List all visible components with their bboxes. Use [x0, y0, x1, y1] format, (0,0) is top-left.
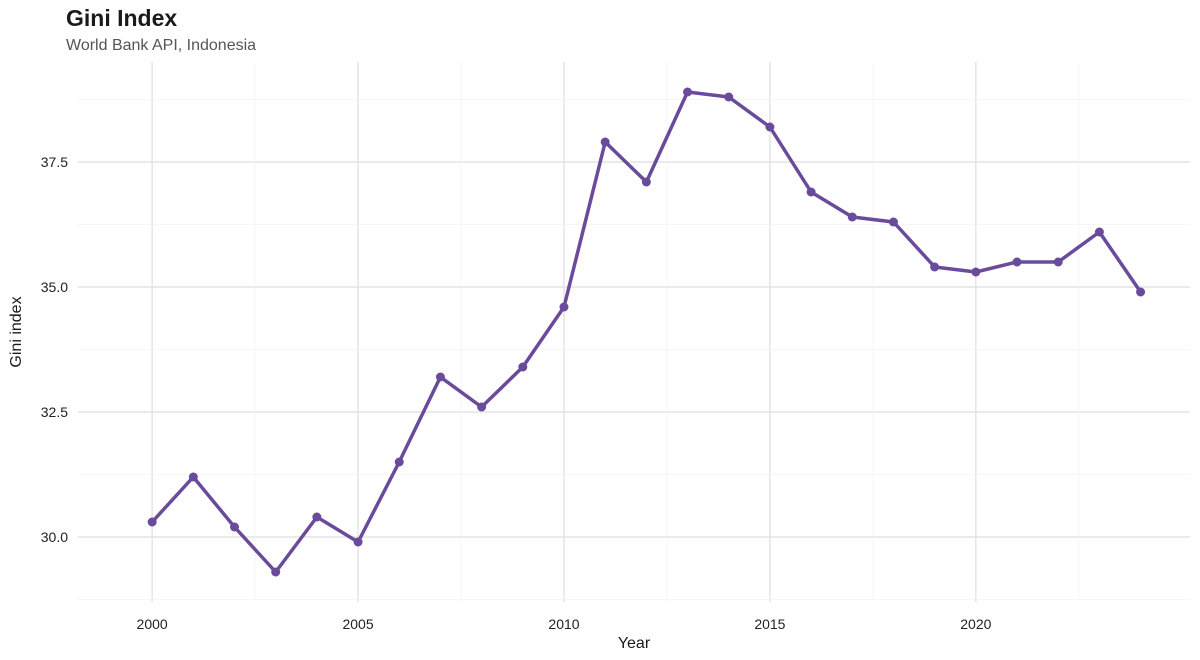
y-tick-label: 37.5 [41, 154, 68, 170]
y-tick-label: 32.5 [41, 404, 68, 420]
data-point [353, 537, 363, 547]
data-point [600, 137, 610, 147]
y-axis-title: Gini index [8, 296, 25, 367]
grid-major [78, 62, 1190, 602]
x-axis-title: Year [618, 635, 651, 652]
data-point [641, 177, 651, 187]
data-point [188, 472, 198, 482]
data-point [888, 217, 898, 227]
y-tick-labels: 30.0 32.5 35.0 37.5 [41, 154, 68, 545]
x-tick-label: 2020 [960, 616, 991, 632]
data-point [1012, 257, 1022, 267]
data-point [312, 512, 322, 522]
grid-minor [78, 62, 1190, 602]
chart-subtitle: World Bank API, Indonesia [66, 37, 257, 54]
data-point [147, 517, 157, 527]
x-tick-label: 2005 [342, 616, 373, 632]
chart-title: Gini Index [66, 5, 178, 31]
x-tick-label: 2010 [548, 616, 579, 632]
y-tick-label: 30.0 [41, 529, 68, 545]
data-point [518, 362, 528, 372]
x-tick-label: 2000 [137, 616, 168, 632]
data-point [1094, 227, 1104, 237]
data-point [765, 122, 775, 132]
x-tick-labels: 2000 2005 2010 2015 2020 [137, 616, 992, 632]
data-point [847, 212, 857, 222]
data-point [683, 87, 693, 97]
data-point [1136, 287, 1146, 297]
data-points [147, 87, 1146, 577]
x-tick-label: 2015 [754, 616, 785, 632]
data-point [559, 302, 569, 312]
data-point [230, 522, 240, 532]
data-point [806, 187, 816, 197]
data-point [1053, 257, 1063, 267]
data-point [477, 402, 487, 412]
data-point [435, 372, 445, 382]
data-point [930, 262, 940, 272]
y-tick-label: 35.0 [41, 279, 68, 295]
data-point [271, 567, 281, 577]
data-point [971, 267, 981, 277]
data-point [394, 457, 404, 467]
series-line [150, 90, 1143, 574]
data-point [724, 92, 734, 102]
